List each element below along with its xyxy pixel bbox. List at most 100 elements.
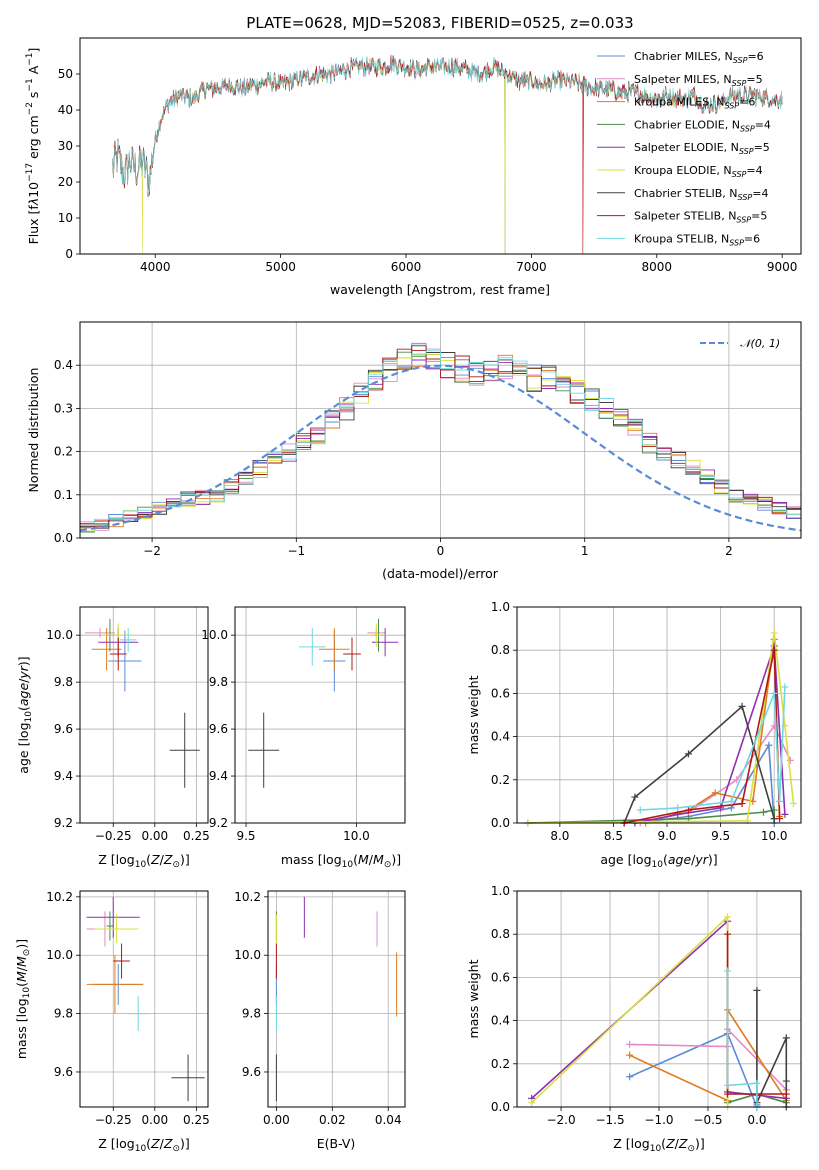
age-vs-Z-xlabel: Z [log10(Z/Z⊙)]	[98, 852, 190, 870]
spectrum-ytick-label: 50	[58, 67, 73, 81]
age-vs-mass-xlabel: mass [log10(M/M⊙)]	[281, 852, 401, 870]
agem-ytick-label: 9.6	[209, 722, 228, 736]
agez-ytick-label: 9.4	[54, 769, 73, 783]
spectrum-xtick-label: 7000	[516, 260, 547, 274]
spectrum-legend-label: Chabrier MILES, NSSP=6	[634, 50, 764, 65]
mass-vs-Z-panel: −0.25 0.00 0.25 9.6 9.8 10.0 10.2 Z [log10(Z/Z…	[14, 890, 210, 1154]
wz-marker	[724, 930, 732, 938]
wage-ytick-label: 0.6	[491, 686, 510, 700]
spectrum-legend-label: Kroupa ELODIE, NSSP=4	[634, 164, 763, 179]
agez-point-kroupa-stelib	[119, 628, 137, 652]
wage-marker	[738, 702, 746, 710]
me-xtick-label: 0.00	[263, 1113, 290, 1127]
agem-xtick-label: 9.5	[236, 829, 255, 843]
age-vs-Z-ylabel: age [log10(age/yr)]	[16, 656, 34, 773]
age-vs-Z-panel: −0.25 0.00 0.25 9.2 9.4 9.6 9.8 10.0 Z [log10(Z…	[16, 606, 210, 870]
agez-ytick-label: 9.8	[54, 675, 73, 689]
spectrum-xtick-label: 4000	[140, 260, 171, 274]
spectrum-xtick-label: 8000	[642, 260, 673, 274]
mz-xtick-label: 0.00	[141, 1113, 168, 1127]
wage-marker	[770, 629, 778, 637]
spectrum-legend-label: Chabrier STELIB, NSSP=4	[634, 187, 768, 202]
wz-marker	[626, 1051, 634, 1059]
wz-marker	[724, 913, 732, 921]
wz-marker	[724, 1081, 732, 1089]
residual-xlabel: (data-model)/error	[382, 566, 499, 581]
mass-weight-vs-age-panel: 8.0 8.5 9.0 9.5 10.0 0.0 0.2 0.4 0.6 0.8 1.0 age […	[466, 600, 802, 870]
wz-line	[726, 970, 758, 1107]
age-vs-mass-panel: 9.5 10.0 9.2 9.4 9.6 9.8 10.0 mass [log10(M/M⊙…	[201, 606, 406, 870]
mz-point-salpeter-elodie	[86, 896, 140, 938]
me-ytick-label: 10.2	[234, 890, 261, 904]
wage-ytick-label: 0.0	[491, 816, 510, 830]
residual-xtick-label: 0	[437, 544, 445, 558]
mass-vs-Z-frame	[79, 890, 209, 1108]
wz-marker	[724, 967, 732, 975]
wage-xtick-label: 8.5	[604, 829, 623, 843]
agez-xtick-label: −0.25	[95, 829, 132, 843]
mz-point-kroupa-stelib	[126, 996, 150, 1032]
wage-ytick-label: 1.0	[491, 600, 510, 614]
spectrum-ytick-label: 0	[65, 247, 73, 261]
residual-xtick-label: 1	[581, 544, 589, 558]
wage-marker	[770, 646, 778, 654]
wz-xtick-label: −0.5	[693, 1113, 722, 1127]
wz-xtick-label: −1.0	[644, 1113, 673, 1127]
agez-point-chabrier-stelib	[169, 712, 200, 788]
spectrum-xtick-label: 5000	[265, 260, 296, 274]
wage-marker	[674, 804, 682, 812]
wage-marker	[776, 797, 784, 805]
wage-xtick-label: 9.5	[711, 829, 730, 843]
mass-vs-EBV-frame	[267, 890, 406, 1108]
mz-point-kroupa-miles	[86, 955, 144, 1014]
wz-marker	[724, 1090, 732, 1098]
wage-marker	[770, 689, 778, 697]
mz-point-chabrier-stelib	[171, 1054, 205, 1102]
wz-ytick-label: 0.6	[491, 970, 510, 984]
residual-ytick-label: 0.2	[54, 445, 73, 459]
agem-xtick-label: 10.0	[343, 829, 370, 843]
wz-xtick-label: −1.5	[595, 1113, 624, 1127]
spectrum-line-kroupa-stelib	[112, 55, 783, 193]
spectrum-ytick-label: 30	[58, 139, 73, 153]
wz-marker	[753, 1079, 761, 1087]
wage-series-kroupa-stelib	[636, 683, 789, 814]
wz-marker	[626, 1073, 634, 1081]
residual-ytick-label: 0.3	[54, 401, 73, 415]
age-vs-mass-frame	[234, 606, 406, 824]
mz-point-salpeter-stelib	[113, 943, 130, 979]
mass-vs-Z-xlabel: Z [log10(Z/Z⊙)]	[98, 1136, 190, 1154]
agem-ytick-label: 9.8	[209, 675, 228, 689]
wage-marker	[684, 806, 692, 814]
agez-xtick-label: 0.25	[183, 829, 210, 843]
wz-marker	[782, 1077, 790, 1085]
mass-weight-vs-Z-frame	[516, 890, 802, 1108]
spectrum-legend-label: Salpeter ELODIE, NSSP=5	[634, 141, 770, 156]
spectrum-panel: PLATE=0628, MJD=52083, FIBERID=0525, z=0…	[25, 14, 802, 297]
wage-marker	[738, 800, 746, 808]
residual-xtick-label: 2	[725, 544, 733, 558]
agem-ytick-label: 10.0	[201, 628, 228, 642]
mz-ytick-label: 10.2	[46, 890, 73, 904]
me-xtick-label: 0.04	[375, 1113, 402, 1127]
mass-weight-vs-Z-panel: −2.0 −1.5 −1.0 −0.5 0.0 0.0 0.2 0.4 0.6 0.8 1.0 Z …	[466, 884, 802, 1154]
agez-point-chabrier-miles	[108, 630, 142, 692]
mz-ytick-label: 10.0	[46, 948, 73, 962]
wage-xtick-label: 10.0	[761, 829, 788, 843]
wage-ytick-label: 0.2	[491, 773, 510, 787]
gaussian-legend-label: 𝒩(0, 1)	[740, 337, 780, 350]
wage-marker	[727, 797, 735, 805]
me-ytick-label: 9.6	[242, 1065, 261, 1079]
wz-series-chabrier-stelib	[753, 986, 790, 1111]
wage-marker	[781, 683, 789, 691]
agez-ytick-label: 9.6	[54, 722, 73, 736]
mass-weight-vs-age-xlabel: age [log10(age/yr)]	[600, 852, 717, 870]
agem-ytick-label: 9.2	[209, 816, 228, 830]
residual-legend: 𝒩(0, 1)	[700, 337, 780, 350]
residual-hist-kroupa-stelib	[79, 350, 802, 538]
agem-point-kroupa-stelib	[299, 628, 326, 666]
wz-marker	[782, 1090, 790, 1098]
wz-ytick-label: 0.4	[491, 1014, 510, 1028]
wz-marker	[528, 1099, 536, 1107]
